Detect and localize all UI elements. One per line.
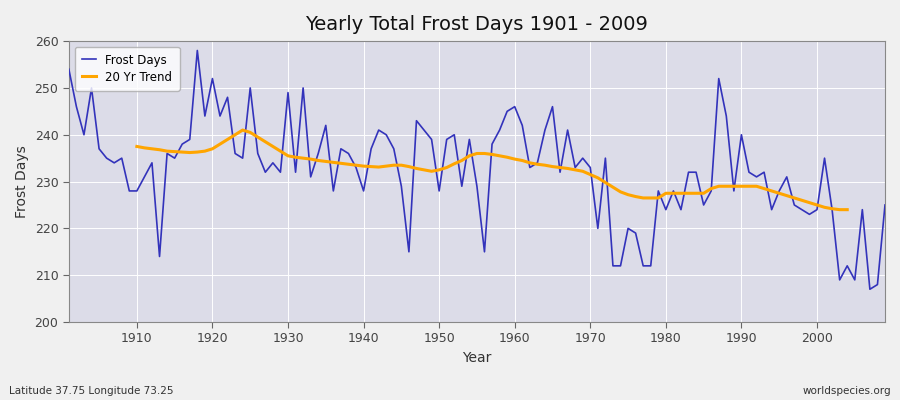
Frost Days (63, 67, 74, 72)
20 Yr Trend (668, 191, 679, 196)
Frost Days (865, 287, 876, 292)
20 Yr Trend (638, 196, 649, 200)
20 Yr Trend (842, 207, 852, 212)
Line: Frost Days: Frost Days (68, 50, 885, 289)
Frost Days (509, 104, 520, 109)
Frost Days (298, 86, 309, 90)
20 Yr Trend (834, 207, 845, 212)
20 Yr Trend (623, 192, 634, 197)
20 Yr Trend (131, 144, 142, 149)
Frost Days (879, 202, 890, 207)
Line: 20 Yr Trend: 20 Yr Trend (137, 130, 847, 210)
Frost Days (192, 48, 202, 53)
Frost Days (124, 188, 135, 193)
Frost Days (343, 151, 354, 156)
X-axis label: Year: Year (463, 351, 491, 365)
20 Yr Trend (162, 149, 173, 154)
20 Yr Trend (238, 128, 248, 132)
Text: worldspecies.org: worldspecies.org (803, 386, 891, 396)
Legend: Frost Days, 20 Yr Trend: Frost Days, 20 Yr Trend (75, 47, 179, 91)
Frost Days (608, 264, 618, 268)
Frost Days (517, 123, 527, 128)
Y-axis label: Frost Days: Frost Days (15, 145, 29, 218)
Text: Latitude 37.75 Longitude 73.25: Latitude 37.75 Longitude 73.25 (9, 386, 174, 396)
Title: Yearly Total Frost Days 1901 - 2009: Yearly Total Frost Days 1901 - 2009 (305, 15, 648, 34)
20 Yr Trend (267, 144, 278, 149)
20 Yr Trend (661, 191, 671, 196)
